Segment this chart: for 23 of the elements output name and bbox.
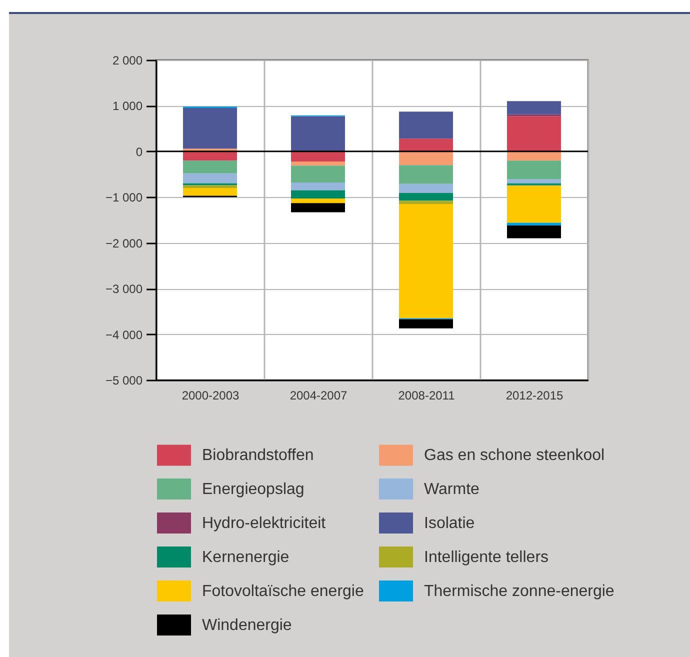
y-tick-label: 2 000: [112, 54, 143, 68]
y-tick-label: −3 000: [105, 282, 143, 296]
legend-label: Intelligente tellers: [424, 549, 549, 566]
y-tick-label: 1 000: [112, 99, 143, 114]
legend-label: Fotovoltaïsche energie: [202, 583, 364, 600]
legend-label: Hydro-elektriciteit: [202, 515, 326, 532]
legend-label: Windenergie: [202, 617, 292, 634]
legend-label: Isolatie: [424, 515, 475, 532]
legend-label: Warmte: [424, 481, 480, 498]
x-tick-label: 2008-2011: [398, 388, 456, 402]
x-tick-label: 2012-2015: [506, 388, 564, 402]
y-tick-label: −4 000: [105, 328, 143, 342]
legend-label: Biobrandstoffen: [202, 447, 314, 464]
legend-label: Kernenergie: [202, 549, 290, 566]
y-tick-label: −2 000: [105, 236, 143, 250]
legend-label: Energieopslag: [202, 481, 304, 498]
legend-label: Gas en schone steenkool: [424, 447, 605, 464]
y-tick-label: −5 000: [105, 374, 143, 388]
y-tick-label: 0: [136, 144, 143, 159]
x-tick-label: 2004-2007: [290, 388, 348, 402]
y-tick-label: −1 000: [105, 190, 143, 205]
legend-label: Thermische zonne-energie: [424, 583, 614, 600]
x-tick-label: 2000-2003: [182, 388, 240, 402]
